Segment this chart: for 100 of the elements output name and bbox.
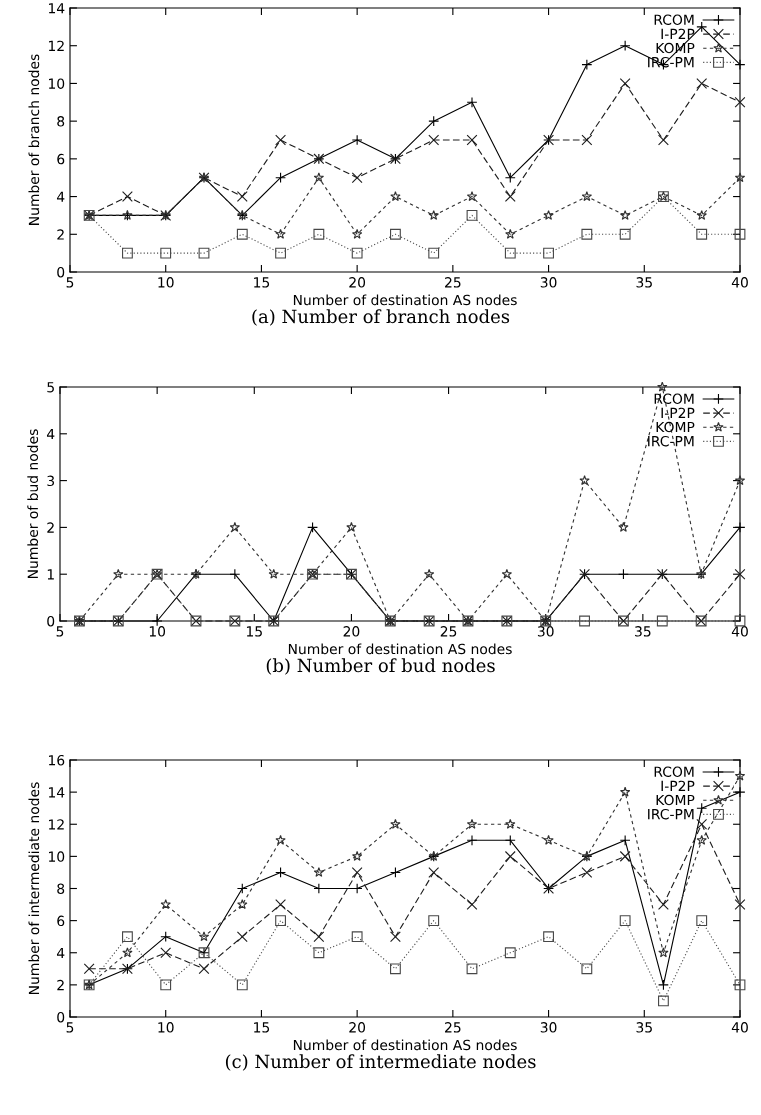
text: (c) Number of intermediate nodes (225, 1054, 536, 1071)
point (618, 521, 629, 532)
x-tick-label: 10 (158, 1022, 174, 1033)
point (734, 475, 746, 486)
point (619, 228, 631, 240)
point (504, 247, 516, 259)
y-tick-label: 4 (56, 191, 65, 202)
point (504, 191, 516, 202)
y-tick-label: 2 (47, 522, 54, 533)
point (198, 247, 210, 259)
point (236, 979, 248, 991)
point (160, 247, 172, 259)
y-tick-label: 5 (47, 382, 54, 393)
x-tick-label: 40 (731, 626, 748, 637)
point (466, 963, 478, 975)
point (390, 963, 401, 975)
y-tick-label: 16 (48, 754, 65, 766)
legend-label: RCOM (654, 393, 694, 404)
x-tick-label: 35 (636, 1022, 652, 1033)
point (236, 883, 248, 894)
y-tick-label: 14 (48, 787, 65, 798)
point (390, 931, 401, 943)
point (696, 228, 708, 240)
point (619, 915, 631, 927)
point (543, 931, 554, 943)
legend-label: RCOM (654, 14, 694, 25)
point (618, 568, 629, 580)
point (734, 568, 746, 580)
point (351, 228, 363, 239)
x-tick-label: 15 (254, 1022, 270, 1033)
point (581, 867, 593, 878)
point (229, 568, 241, 580)
point (122, 947, 133, 958)
y-tick-label: 10 (48, 78, 65, 89)
point (351, 172, 363, 184)
x-tick-label: 20 (343, 626, 360, 637)
point (657, 381, 668, 392)
point (658, 134, 669, 146)
point (504, 850, 516, 862)
y-tick-label: 12 (48, 40, 64, 51)
point (505, 818, 516, 829)
point (428, 115, 440, 127)
point (313, 947, 325, 959)
point (581, 963, 593, 975)
point (504, 947, 516, 959)
x-tick-label: 25 (440, 626, 457, 637)
point (346, 521, 357, 532)
x-tick-label: 5 (66, 1022, 74, 1033)
point (696, 78, 708, 89)
point (696, 818, 708, 830)
point (122, 191, 133, 202)
point (151, 615, 163, 627)
point (466, 210, 478, 221)
y-tick-label: 1 (47, 569, 54, 580)
point (696, 802, 708, 814)
point (466, 96, 478, 108)
y-tick-label: 14 (48, 3, 65, 14)
legend-label: KOMP (656, 421, 695, 433)
text: (a) Number of branch nodes (252, 309, 510, 326)
point (351, 850, 363, 861)
point (734, 59, 746, 70)
point (543, 834, 554, 845)
point (313, 867, 325, 877)
y-tick-label: 10 (48, 851, 65, 862)
x-axis-title: Number of destination AS nodes (288, 643, 512, 655)
x-tick-label: 25 (445, 1022, 461, 1033)
point (83, 963, 95, 975)
point (734, 979, 746, 991)
point (504, 834, 516, 846)
x-tick-label: 35 (636, 277, 652, 288)
point (579, 615, 590, 627)
x-tick-label: 30 (537, 626, 554, 637)
point (428, 134, 440, 146)
point (734, 96, 746, 108)
point (237, 899, 248, 910)
y-tick-label: 2 (57, 979, 64, 991)
point (658, 899, 669, 910)
point (390, 228, 401, 240)
x-tick-label: 20 (349, 1022, 366, 1033)
point (501, 568, 513, 579)
text: (b) Number of bud nodes (266, 658, 495, 675)
point (658, 979, 669, 991)
y-tick-label: 3 (47, 475, 55, 487)
point (619, 78, 631, 89)
point (658, 947, 669, 958)
x-tick-label: 5 (66, 277, 74, 288)
point (275, 899, 286, 910)
point (428, 210, 439, 220)
point (504, 172, 516, 184)
point (581, 134, 593, 146)
y-tick-label: 4 (46, 428, 55, 440)
x-tick-label: 10 (149, 626, 166, 637)
legend-label: I-P2P (661, 28, 695, 39)
point (581, 191, 593, 202)
point (734, 228, 746, 240)
y-axis-title: Number of branch nodes (28, 54, 40, 225)
legend-label: RCOM (654, 766, 694, 777)
point (428, 867, 440, 878)
point (734, 899, 746, 910)
x-tick-label: 20 (349, 277, 366, 288)
